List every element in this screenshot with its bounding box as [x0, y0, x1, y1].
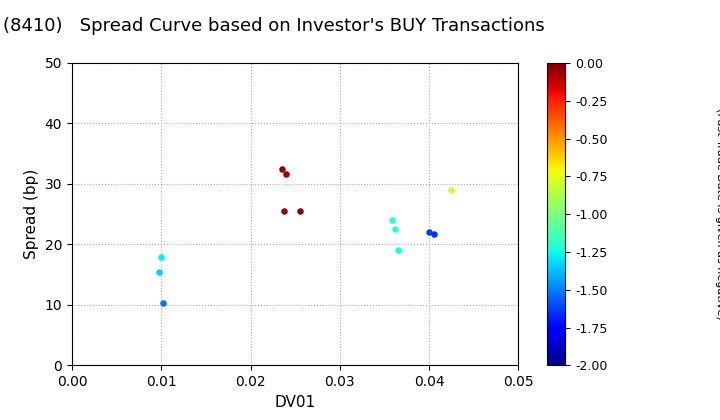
- Point: [446, 186, 457, 193]
- Y-axis label: Spread (bp): Spread (bp): [24, 169, 39, 259]
- Point: [428, 230, 439, 237]
- Point: [156, 253, 167, 260]
- Point: [281, 171, 292, 177]
- Point: [294, 208, 305, 215]
- Point: [154, 268, 166, 275]
- Point: [423, 229, 435, 236]
- Y-axis label: Time in years between 5/9/2025 and Trade Date
(Past Trade Date is given as negat: Time in years between 5/9/2025 and Trade…: [715, 79, 720, 349]
- X-axis label: DV01: DV01: [274, 395, 316, 409]
- Text: (8410)   Spread Curve based on Investor's BUY Transactions: (8410) Spread Curve based on Investor's …: [3, 17, 544, 35]
- Point: [390, 226, 401, 233]
- Point: [276, 165, 287, 172]
- Point: [386, 217, 397, 223]
- Point: [392, 247, 404, 254]
- Point: [157, 300, 168, 307]
- Point: [279, 208, 290, 215]
